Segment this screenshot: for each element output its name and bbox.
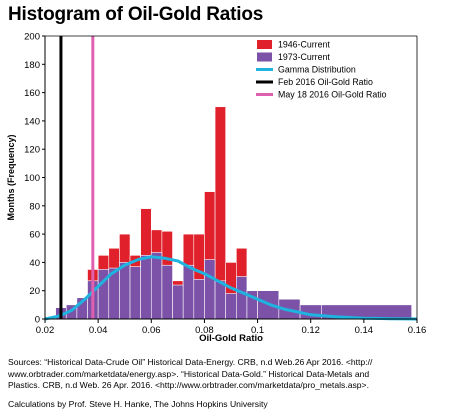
legend-label-1: 1973-Current bbox=[278, 52, 330, 62]
bar-1973-8 bbox=[140, 255, 152, 320]
legend-label-3: Feb 2016 Oil-Gold Ratio bbox=[278, 77, 373, 87]
y-tick-label: 180 bbox=[24, 60, 40, 71]
legend-label-4: May 18 2016 Oil-Gold Ratio bbox=[278, 90, 387, 100]
x-tick-label: 0.08 bbox=[195, 325, 214, 336]
x-tick-label: 0.12 bbox=[301, 325, 320, 336]
legend-label-2: Gamma Distribution bbox=[278, 65, 356, 75]
bar-1973-7 bbox=[129, 266, 141, 320]
y-tick-label: 120 bbox=[24, 145, 40, 156]
bar-1973-6 bbox=[119, 262, 131, 320]
y-tick-label: 140 bbox=[24, 116, 40, 127]
bar-1973-11 bbox=[172, 284, 184, 320]
y-tick-label: 200 bbox=[24, 32, 40, 43]
bar-1973-17 bbox=[236, 276, 248, 320]
axes-layer: 0 20 40 60 80 100 120 140 160 180 200 0.02 0.04 0.06 0… bbox=[6, 32, 426, 345]
calculations-credit: Calculations by Prof. Steve H. Hanke, Th… bbox=[8, 399, 268, 409]
bar-1973-16 bbox=[225, 293, 237, 320]
y-tick-label: 100 bbox=[24, 173, 40, 184]
legend-label-0: 1946-Current bbox=[278, 40, 330, 50]
sources-line-3: Plastics. CRB, n.d Web. 26 Apr. 2016. <h… bbox=[8, 380, 369, 390]
y-tick-label: 0 bbox=[35, 315, 40, 326]
x-tick-label: 0.04 bbox=[89, 325, 108, 336]
y-axis-label: Months (Frequency) bbox=[6, 134, 16, 220]
x-tick-label: 0.06 bbox=[142, 325, 161, 336]
y-tick-label: 60 bbox=[29, 230, 40, 241]
bar-1973-10 bbox=[161, 264, 173, 320]
legend-swatch-1 bbox=[257, 52, 272, 62]
histogram-chart: 0 20 40 60 80 100 120 140 160 180 200 0.02 0.04 0.06 0… bbox=[6, 32, 426, 345]
bar-1973-14 bbox=[204, 259, 216, 320]
sources-note: Sources: “Historical Data-Crude Oil” His… bbox=[8, 357, 444, 392]
legend: 1946-Current 1973-Current Gamma Distributi… bbox=[256, 40, 387, 100]
bar-1973-12 bbox=[182, 264, 195, 320]
gamma-distribution-line bbox=[44, 255, 418, 321]
y-tick-label: 80 bbox=[29, 201, 40, 212]
x-tick-label: 0.14 bbox=[355, 325, 374, 336]
x-tick-label: 0.02 bbox=[36, 325, 55, 336]
y-tick-label: 160 bbox=[24, 88, 40, 99]
reference-lines-layer bbox=[59, 36, 95, 319]
bars-layer bbox=[55, 106, 412, 320]
y-tick-label: 20 bbox=[29, 286, 40, 297]
bar-1973-9 bbox=[150, 252, 163, 320]
gamma-curve-layer bbox=[44, 255, 418, 321]
x-axis-label: Oil-Gold Ratio bbox=[199, 333, 263, 344]
x-tick-label: 0.1 bbox=[251, 325, 264, 336]
bar-1973-13 bbox=[193, 279, 205, 320]
sources-line-2: www.orbtrader.com/marketdata/energy.asp>… bbox=[8, 368, 370, 379]
bar-1973-15 bbox=[214, 280, 226, 320]
y-tick-label: 40 bbox=[29, 258, 40, 269]
x-tick-label: 0.16 bbox=[408, 325, 427, 336]
sources-line-1: Sources: “Historical Data-Crude Oil” His… bbox=[8, 357, 373, 367]
legend-swatch-0 bbox=[257, 40, 272, 49]
chart-title: Histogram of Oil-Gold Ratios bbox=[8, 4, 264, 25]
